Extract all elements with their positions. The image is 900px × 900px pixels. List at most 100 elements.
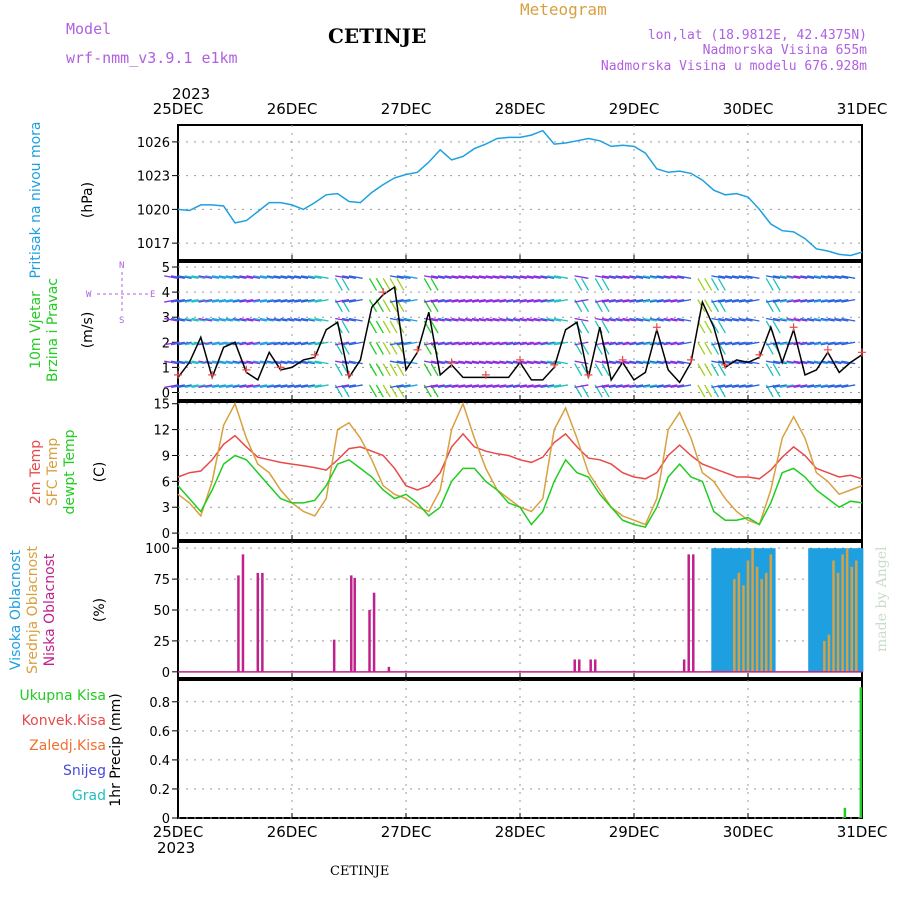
wind-arrow: [465, 360, 480, 365]
wind-arrow: [341, 317, 356, 322]
wind-arrow: [820, 341, 835, 346]
wind-arrow: [547, 384, 562, 389]
wind-arrow: [841, 275, 856, 279]
wind-gust-marker: [858, 348, 866, 357]
wind-arrow: [711, 275, 726, 279]
wind-arrow: [595, 360, 610, 365]
wind-arrow: [300, 384, 315, 389]
wind-arrow: [341, 298, 356, 303]
wind-arrow: [307, 360, 322, 365]
wind-arrow: [718, 384, 733, 389]
wind-arrow: [615, 298, 630, 303]
wind-arrow: [423, 363, 432, 377]
wind-arrow: [444, 341, 459, 346]
wind-arrow: [594, 277, 603, 291]
clouds-bar-mid_cloud: [751, 548, 754, 672]
wind-arrow: [834, 317, 849, 322]
wind-arrow: [649, 360, 664, 365]
wind-arrow: [670, 317, 685, 322]
wind-arrow: [266, 298, 281, 303]
wind-arrow: [636, 317, 651, 322]
wind-arrow: [451, 275, 466, 279]
wind-arrow: [430, 341, 445, 346]
wind-arrow: [294, 341, 309, 346]
wind-arrow: [540, 384, 555, 389]
wind-arrow: [389, 363, 398, 377]
wind-arrow: [663, 384, 678, 389]
wind-arrow: [656, 360, 671, 365]
wind-gust-marker: [447, 358, 456, 367]
wind-arrow: [506, 317, 521, 322]
wind-arrow: [259, 275, 274, 279]
wind-arrow: [164, 384, 179, 389]
wind-arrow: [499, 341, 514, 346]
wind-arrow: [492, 317, 507, 322]
wind-gust-marker: [345, 370, 353, 379]
wind-arrow: [170, 384, 185, 389]
wind-arrow: [424, 298, 439, 303]
wind-arrow: [670, 275, 685, 279]
wind-arrow: [478, 275, 493, 279]
wind-arrow: [239, 341, 254, 346]
wind-arrow: [177, 341, 192, 346]
wind-arrow: [711, 298, 726, 303]
clouds-bar-mid_cloud: [764, 572, 768, 672]
clouds-bar-high_cloud: [711, 548, 717, 672]
wind-arrow: [225, 384, 240, 389]
clouds-bar-mid_cloud: [769, 554, 773, 672]
wind-arrow: [341, 275, 356, 279]
wind-arrow: [184, 341, 199, 346]
wind-arrow: [403, 275, 418, 279]
wind-arrow: [656, 341, 671, 346]
wind-arrow: [232, 384, 247, 389]
wind-arrow: [656, 384, 671, 389]
wind-arrow: [253, 341, 268, 346]
wind-arrow: [772, 317, 787, 322]
wind-arrow: [526, 360, 541, 365]
wind-arrow: [506, 275, 521, 279]
wind-arrow: [280, 298, 295, 303]
compass-west: W: [86, 290, 92, 300]
wind-arrow: [341, 341, 356, 346]
wind-arrow: [430, 277, 439, 291]
wind-arrow: [717, 320, 726, 334]
wind-arrow: [444, 317, 459, 322]
wind-arrow: [246, 298, 261, 303]
wind-arrow: [793, 360, 808, 365]
wind-arrow: [471, 275, 486, 279]
wind-arrow: [807, 360, 822, 365]
wind-arrow: [287, 317, 302, 322]
wind-arrow: [218, 360, 233, 365]
wind-arrow: [800, 341, 815, 346]
temperature-ytick-label: 15: [153, 398, 170, 413]
wind-arrow: [266, 275, 281, 279]
wind-arrow: [368, 363, 378, 377]
wind-arrow: [430, 298, 445, 303]
wind-arrow: [348, 317, 363, 322]
wind-arrow: [218, 384, 233, 389]
wind-arrow: [314, 360, 329, 365]
wind-arrow: [396, 363, 405, 377]
wind-arrow: [232, 360, 247, 365]
wind-arrow: [642, 275, 657, 279]
wind-arrow: [280, 360, 295, 365]
wind-arrow: [164, 360, 179, 365]
wind-arrow: [253, 275, 268, 279]
wind-gust-marker: [652, 323, 661, 332]
wind-arrow: [478, 384, 493, 389]
wind-arrow: [711, 384, 726, 389]
clouds-bar-low_cloud: [589, 659, 592, 672]
clouds-bar-low_cloud: [387, 666, 391, 672]
wind-arrow: [375, 363, 384, 377]
clouds-bar-high_cloud: [752, 548, 758, 672]
wind-arrow: [608, 341, 623, 346]
clouds-bar-low_cloud: [573, 659, 576, 672]
wind-arrow: [246, 317, 261, 322]
wind-arrow: [424, 341, 439, 346]
wind-arrow: [259, 384, 274, 389]
wind-arrow: [745, 275, 760, 279]
wind-ylabel: 10m Vjetar: [28, 291, 44, 369]
wind-arrow: [670, 360, 685, 365]
wind-arrow: [191, 275, 206, 279]
